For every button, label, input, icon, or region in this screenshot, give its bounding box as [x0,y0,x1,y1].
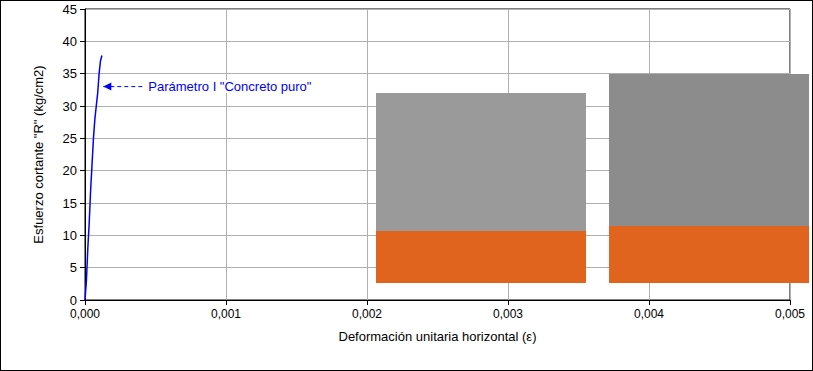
svg-text:0,005: 0,005 [775,307,805,321]
svg-text:0,001: 0,001 [211,307,241,321]
svg-text:30: 30 [63,99,77,114]
svg-text:5: 5 [70,260,77,275]
svg-text:Deformación unitaria horizonta: Deformación unitaria horizontal (ε) [339,329,537,344]
svg-text:Esfuerzo cortante "R" (kg/cm2): Esfuerzo cortante "R" (kg/cm2) [31,65,46,243]
svg-text:0: 0 [70,293,77,308]
svg-text:45: 45 [63,2,77,17]
svg-text:Parámetro I "Concreto puro": Parámetro I "Concreto puro" [148,79,312,94]
svg-text:25: 25 [63,131,77,146]
svg-text:0,004: 0,004 [634,307,664,321]
svg-text:0,000: 0,000 [70,307,100,321]
svg-text:0,003: 0,003 [493,307,523,321]
svg-text:10: 10 [63,228,77,243]
svg-text:15: 15 [63,196,77,211]
svg-text:20: 20 [63,163,77,178]
svg-text:35: 35 [63,66,77,81]
svg-text:0,002: 0,002 [352,307,382,321]
svg-text:40: 40 [63,34,77,49]
